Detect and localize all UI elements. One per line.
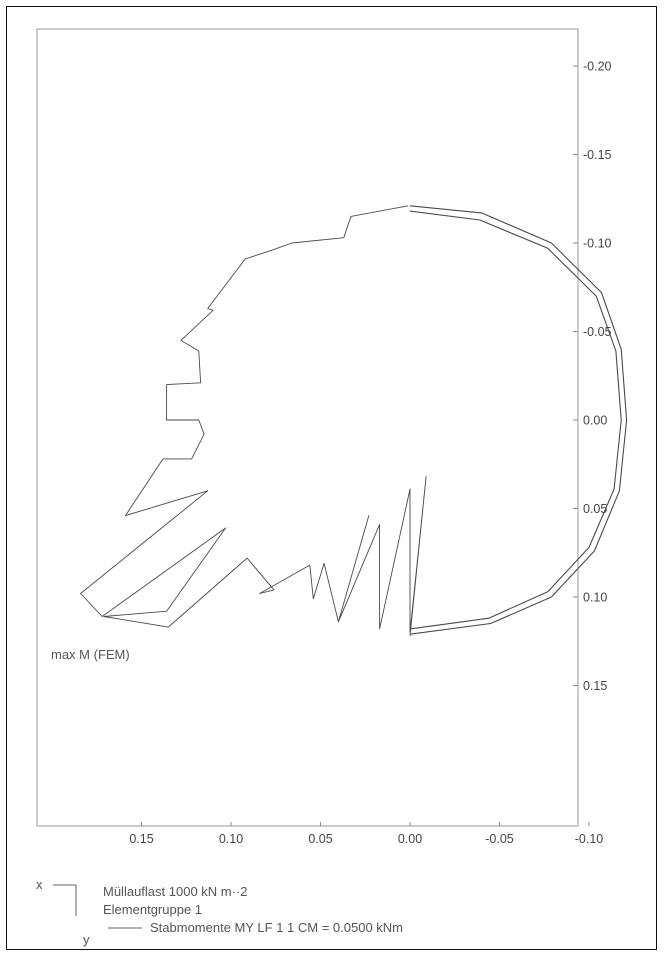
legend-element-group: Elementgruppe 1	[103, 902, 202, 917]
x-tick-label: 0.10	[219, 832, 243, 846]
y-tick-label: 0.15	[583, 679, 607, 693]
plot-area-border	[36, 28, 579, 827]
y-tick-label: 0.00	[583, 414, 607, 428]
legend-load-case: Müllauflast 1000 kN m··2	[103, 884, 248, 899]
series-layer	[80, 205, 628, 636]
x-tick-label: 0.00	[398, 832, 422, 846]
y-tick-label: 0.05	[583, 502, 607, 516]
y-tick-label: -0.05	[583, 325, 612, 339]
series-moment-diagram	[80, 205, 427, 636]
legend-moment-scale: Stabmomente MY LF 1 1 CM = 0.0500 kNm	[150, 920, 403, 935]
legend-axis-y-label: y	[83, 932, 90, 947]
y-axis-ticks: -0.20 -0.15 -0.10 -0.05 0.00 0.05 0.10 0.15	[573, 60, 612, 693]
legend: x y Müllauflast 1000 kN m··2 Elementgrup…	[36, 877, 403, 947]
x-tick-label: -0.05	[485, 832, 514, 846]
x-tick-label: 0.05	[308, 832, 332, 846]
y-tick-label: 0.10	[583, 591, 607, 605]
x-axis-ticks: 0.15 0.10 0.05 0.00 -0.05 -0.10	[129, 822, 603, 846]
figure-frame	[6, 6, 657, 950]
x-tick-label: -0.10	[575, 832, 604, 846]
series-structure-outer	[409, 205, 628, 635]
series-structure-inner	[409, 210, 622, 630]
y-tick-label: -0.20	[583, 60, 612, 74]
y-tick-label: -0.15	[583, 148, 612, 162]
legend-axis-x-label: x	[36, 877, 43, 892]
y-tick-label: -0.10	[583, 237, 612, 251]
max-moment-annotation: max M (FEM)	[51, 647, 130, 662]
legend-axis-marker	[53, 884, 77, 916]
x-tick-label: 0.15	[129, 832, 153, 846]
